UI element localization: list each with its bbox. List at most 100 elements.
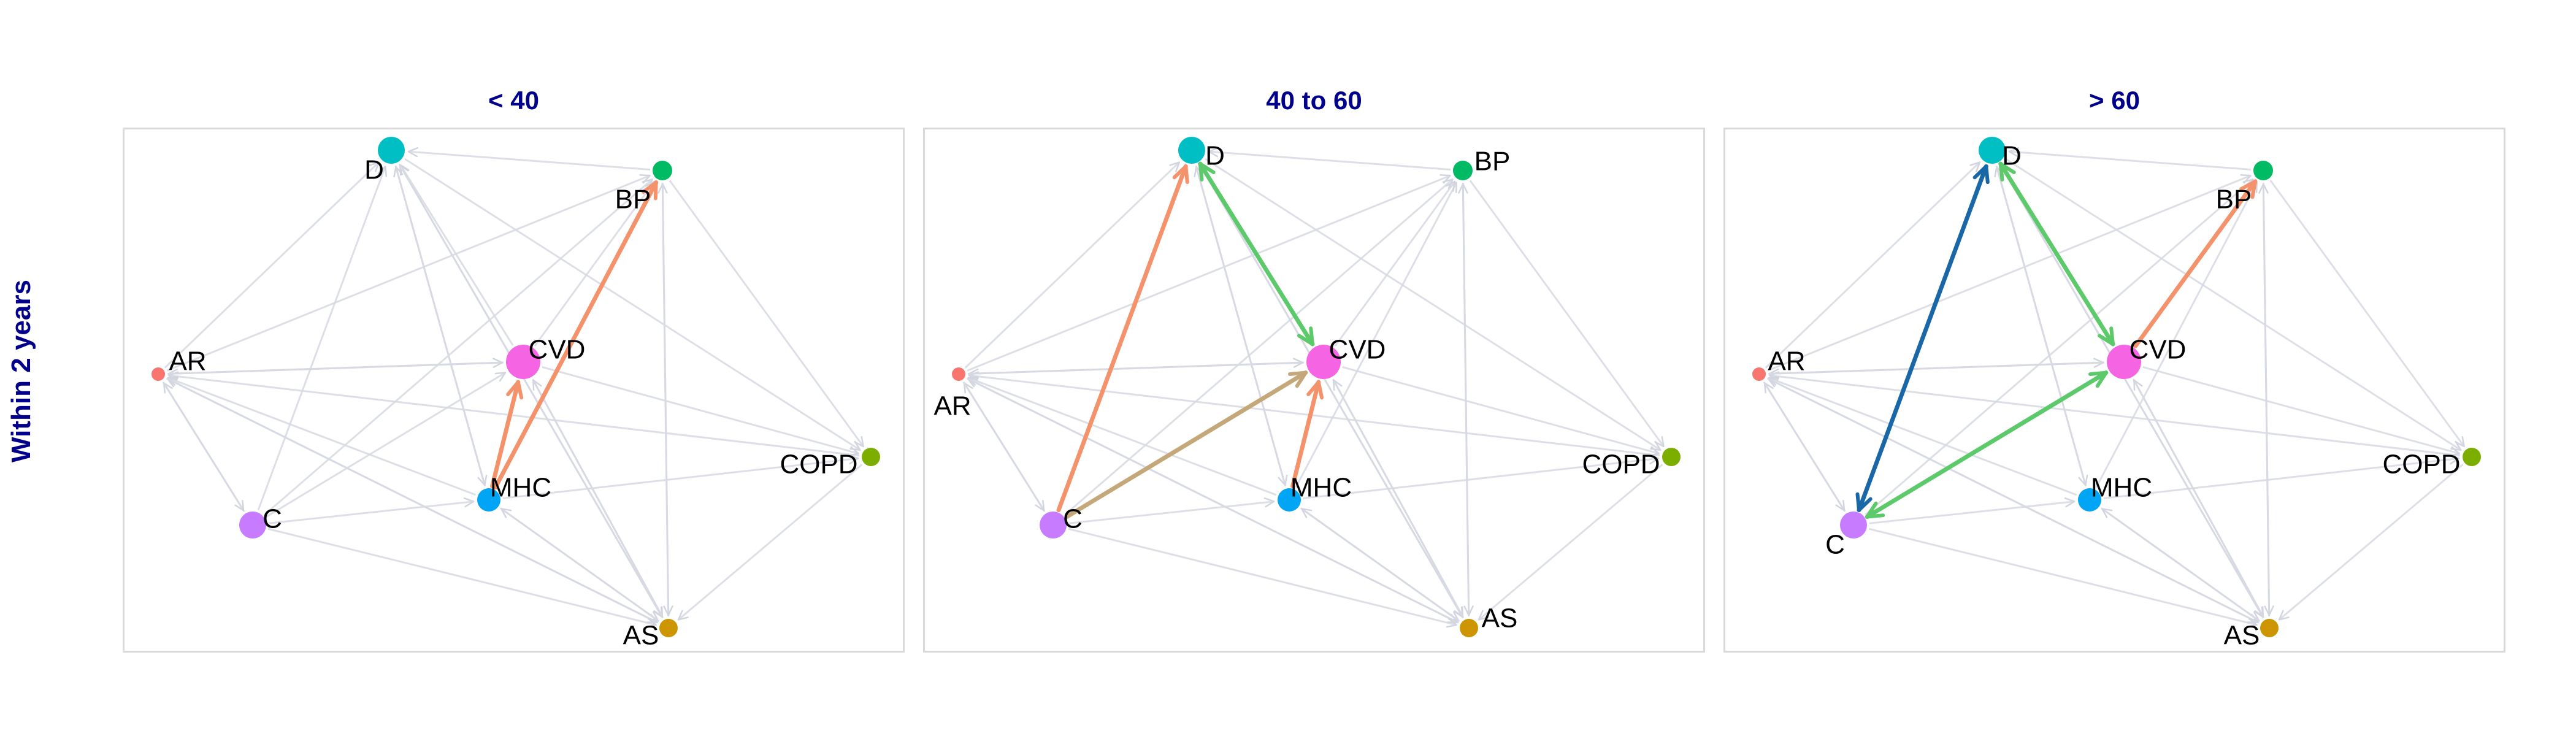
- edge-arrowhead-bp-as: [663, 605, 673, 616]
- edge-arrowhead-c-d: [377, 166, 388, 177]
- edge-arrowhead-as-cvd: [2133, 379, 2143, 391]
- edge-mhc-ar: [968, 377, 1277, 496]
- edge-arrowhead-ar-cvd: [493, 358, 504, 368]
- node-ar: [1752, 367, 1766, 381]
- edge-d-copd: [404, 158, 861, 451]
- edge-ar-d: [964, 161, 1180, 369]
- edge-arrowhead-d-mhc: [1278, 474, 1288, 486]
- edge-mhc-copd: [1303, 457, 1659, 499]
- edge-arrowhead-cvd-copd: [2448, 446, 2460, 456]
- highlighted-edge-mhc-cvd: [1290, 380, 1321, 489]
- node-label-bp: BP: [615, 185, 651, 215]
- edge-c-as: [1868, 527, 2257, 626]
- node-bp: [2253, 161, 2273, 180]
- edge-cvd-bp: [534, 180, 656, 347]
- highlighted-arrowhead-cvd-d: [1198, 162, 1216, 182]
- edge-c-mhc: [1068, 500, 1275, 524]
- edge-arrowhead-c-mhc: [2064, 497, 2076, 508]
- edge-ar-d: [164, 161, 380, 369]
- edge-c-d: [257, 166, 386, 511]
- edge-arrowhead-copd-as: [2278, 610, 2290, 621]
- node-as: [659, 619, 678, 637]
- edge-c-as: [1068, 527, 1457, 626]
- node-label-d: D: [1205, 141, 1225, 171]
- node-label-cvd: CVD: [1329, 335, 1386, 365]
- node-copd: [2463, 448, 2481, 466]
- node-label-d: D: [364, 155, 384, 185]
- edge-mhc-ar: [167, 377, 477, 496]
- edge-arrowhead-as-cvd: [532, 379, 542, 391]
- edge-ar-c: [162, 381, 245, 512]
- highlighted-arrowhead-mhc-bp: [641, 180, 658, 201]
- node-mhc: [1278, 488, 1301, 512]
- edge-copd-ar: [1769, 374, 2461, 457]
- node-ar: [151, 367, 165, 381]
- edge-bp-as: [2262, 182, 2271, 616]
- edge-copd-as: [1478, 464, 1663, 621]
- edge-as-cvd: [1332, 380, 1465, 619]
- panel-title-over-60: > 60: [2089, 86, 2140, 115]
- node-d: [378, 137, 405, 164]
- edge-arrowhead-mhc-copd: [848, 454, 859, 465]
- highlighted-edge-c-d: [1056, 164, 1188, 513]
- edge-as-cvd: [2133, 380, 2265, 619]
- edge-ar-as: [1766, 377, 2258, 623]
- highlighted-edge-mhc-bp: [493, 180, 659, 490]
- node-label-mhc: MHC: [2091, 473, 2152, 503]
- highlighted-edge-c-d: [1857, 164, 1988, 513]
- edge-arrowhead-mhc-copd: [2448, 454, 2460, 465]
- edge-mhc-copd: [2103, 457, 2459, 499]
- edge-arrowhead-as-mhc: [500, 508, 512, 518]
- highlighted-arrowhead-mhc-cvd: [506, 380, 524, 400]
- edge-arrowhead-bp-copd: [2455, 436, 2465, 448]
- edge-copd-ar: [968, 374, 1660, 457]
- edge-arrowhead-as-cvd: [1333, 379, 1343, 391]
- edge-arrowhead-bp-as: [2264, 605, 2274, 616]
- highlighted-arrowhead-c-cvd: [2088, 370, 2108, 388]
- panel-frame-over-60: [1723, 128, 2505, 653]
- edge-arrowhead-mhc-ar: [167, 376, 179, 386]
- edge-cvd-copd: [542, 366, 859, 454]
- edge-arrowhead-d-mhc: [477, 474, 488, 486]
- edge-bp-as: [1462, 182, 1470, 616]
- edge-mhc-copd: [502, 457, 859, 499]
- edge-as-mhc: [500, 508, 660, 623]
- edge-arrowhead-c-cvd: [494, 372, 507, 382]
- edge-arrowhead-bp-d: [2008, 147, 2020, 158]
- edge-arrowhead-c-as: [1446, 618, 1457, 628]
- node-label-mhc: MHC: [1290, 473, 1352, 503]
- highlighted-arrowhead-mhc-cvd: [1306, 380, 1324, 400]
- edge-arrowhead-d-mhc: [2078, 474, 2088, 486]
- panel-title-40-to-60: 40 to 60: [1266, 86, 1362, 115]
- highlighted-arrowhead-d-cvd: [1297, 326, 1314, 347]
- edge-arrowhead-c-mhc: [1263, 497, 1275, 508]
- node-label-ar: AR: [169, 347, 206, 377]
- edge-arrowhead-mhc-copd: [1648, 454, 1660, 465]
- node-label-bp: BP: [2216, 185, 2252, 215]
- node-label-c: C: [263, 504, 282, 534]
- edge-d-mhc: [1995, 165, 2087, 486]
- edge-cvd-bp: [1334, 180, 1456, 347]
- edge-arrowhead-ar-d: [369, 161, 380, 172]
- panel-frame-under-40: [123, 128, 905, 653]
- node-d: [1178, 137, 1205, 164]
- network-panel-under-40: D BP AR CVD COPD MHC C AS: [151, 137, 880, 651]
- node-d: [1979, 137, 2006, 164]
- edge-ar-c: [962, 381, 1045, 512]
- edge-arrowhead-ar-d: [1969, 161, 1981, 172]
- edge-d-copd: [1205, 158, 1662, 451]
- edge-arrowhead-copd-as: [1478, 610, 1489, 621]
- highlighted-arrowhead-d-c: [1855, 492, 1873, 512]
- highlighted-arrowhead-cvd-bp: [2239, 179, 2258, 199]
- highlighted-arrowhead-d-cvd: [2098, 326, 2115, 347]
- edge-c-bp: [1064, 178, 1454, 516]
- highlighted-arrowhead-c-d: [1172, 164, 1189, 185]
- edge-c-bp: [264, 178, 653, 516]
- node-c: [239, 512, 266, 539]
- edge-c-mhc: [268, 500, 474, 524]
- edge-copd-as: [2279, 464, 2464, 621]
- edge-bp-d: [2009, 150, 2252, 171]
- highlighted-edge-mhc-cvd: [490, 380, 521, 489]
- edge-d-mhc: [1195, 165, 1286, 486]
